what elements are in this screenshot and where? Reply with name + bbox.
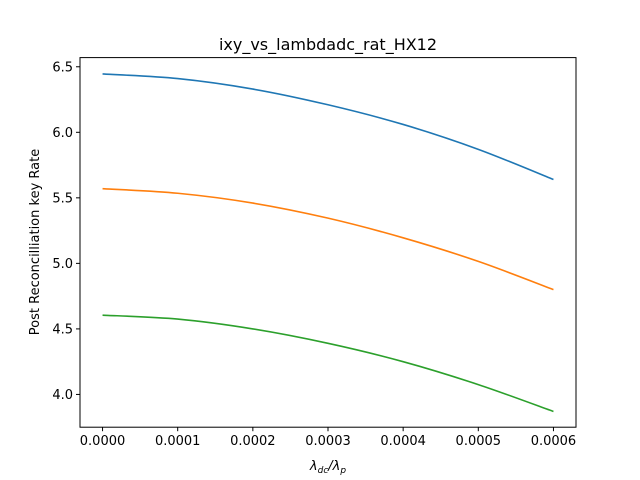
plot-frame [79,57,577,428]
x-axis-label-sub-dc: dc [318,466,329,476]
x-tick-label: 0.0003 [305,434,351,449]
x-axis-label-sep-lambda-2: /λ [327,459,340,474]
x-tick-label: 0.0006 [531,434,577,449]
y-tick-label: 6.5 [52,60,73,75]
y-tick-label: 4.5 [52,322,73,337]
y-tick-label: 5.0 [52,257,73,272]
x-axis-label: λdc/λp [309,459,346,476]
x-tick-label: 0.0000 [80,434,126,449]
y-axis: 4.0 4.5 5.0 5.5 6.0 6.5 [52,60,80,403]
series-line-2 [102,187,554,291]
x-tick-label: 0.0004 [380,434,426,449]
y-tick-label: 5.5 [52,191,73,206]
x-tick-label: 0.0001 [155,434,201,449]
series-group [102,73,554,413]
x-axis-label-lambda-1: λ [309,459,318,474]
x-tick-label: 0.0005 [456,434,502,449]
series-line-1 [102,73,554,181]
plot-area [79,57,577,428]
chart-title: ixy_vs_lambdadc_rat_HX12 [219,35,437,55]
x-tick-label: 0.0002 [230,434,276,449]
y-tick-label: 4.0 [52,388,73,403]
y-tick-label: 6.0 [52,126,73,141]
series-line-3 [102,314,554,413]
y-axis-label: Post Reconcilliation key Rate [28,149,43,335]
x-axis-label-sub-p: p [339,466,346,476]
x-axis: 0.0000 0.0001 0.0002 0.0003 0.0004 0.0005 0.00… [80,427,576,449]
